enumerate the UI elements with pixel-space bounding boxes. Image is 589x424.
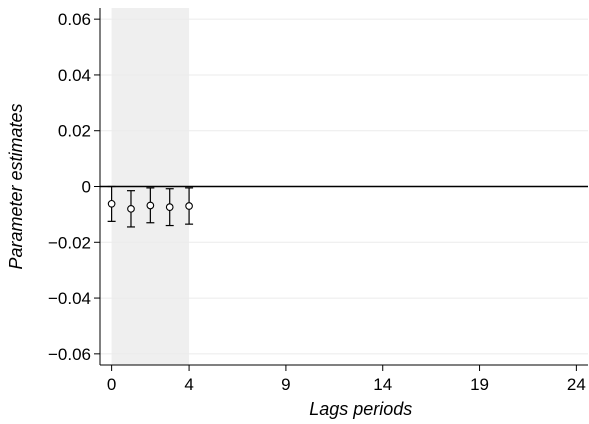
y-tick-label: −0.02	[48, 233, 91, 252]
data-point	[185, 202, 193, 210]
grid-lines	[100, 18, 588, 355]
x-tick-label: 24	[567, 375, 586, 394]
y-tick-label: −0.04	[48, 289, 91, 308]
data-point	[127, 204, 135, 213]
x-axis-ticks: 0 4 9 14 19 24	[107, 365, 586, 394]
x-tick-label: 19	[470, 375, 489, 394]
data-point	[107, 199, 116, 208]
x-tick-label: 9	[281, 375, 290, 394]
y-tick-label: 0.02	[58, 122, 91, 141]
y-tick-label: 0.06	[58, 10, 91, 29]
y-tick-label: 0	[82, 178, 91, 197]
x-tick-label: 0	[107, 375, 116, 394]
y-tick-label: −0.06	[48, 345, 91, 364]
data-point	[165, 203, 174, 211]
y-axis-title: Parameter estimates	[6, 103, 26, 269]
x-tick-label: 4	[184, 375, 193, 394]
data-marks	[107, 185, 194, 228]
data-point	[146, 201, 155, 210]
x-axis-title: Lags periods	[309, 399, 412, 419]
y-tick-label: 0.04	[58, 66, 91, 85]
x-tick-label: 14	[373, 375, 392, 394]
y-axis-ticks: 0.06 0.04 0.02 0 −0.02 −0.04 −0.06	[48, 10, 100, 364]
